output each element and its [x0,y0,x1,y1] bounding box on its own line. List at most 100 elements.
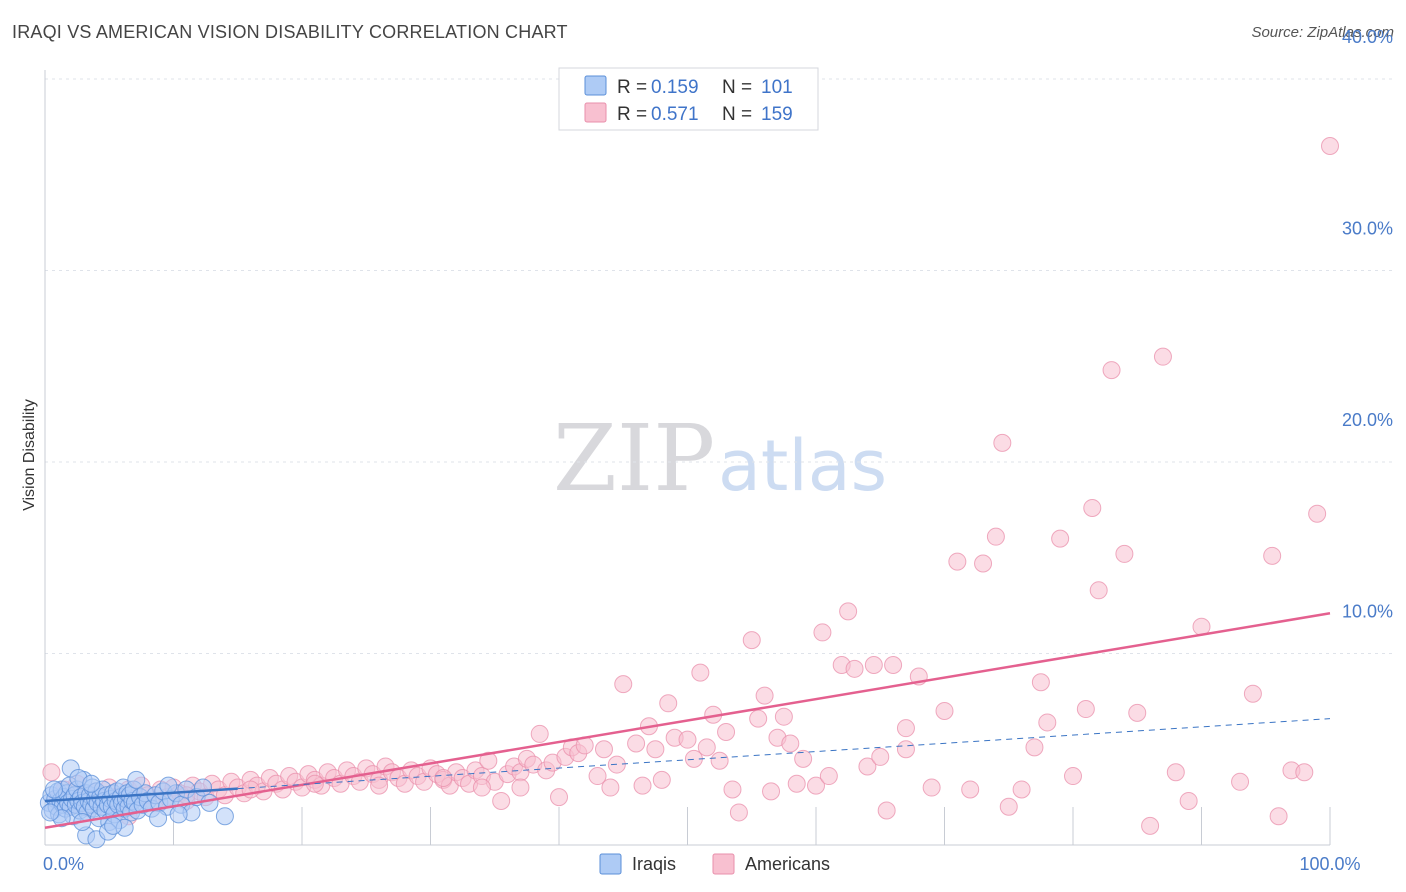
data-point-americans [755,686,774,705]
data-point-iraqis [127,770,146,789]
data-point-americans [723,780,742,799]
y-tick-label: 10.0% [1342,602,1393,622]
data-point-americans [492,791,511,810]
y-tick-label: 20.0% [1342,410,1393,430]
data-point-americans [1141,816,1160,835]
data-point-americans [1038,713,1057,732]
data-point-americans [1089,581,1108,600]
chart-title: IRAQI VS AMERICAN VISION DISABILITY CORR… [12,22,568,42]
data-point-americans [710,751,729,770]
data-point-americans [627,734,646,753]
legend-n-label: N = [722,104,752,125]
data-point-americans [691,663,710,682]
series-legend-label-iraqis: Iraqis [632,854,676,874]
data-point-americans [1295,763,1314,782]
data-point-iraqis [169,805,188,824]
data-point-americans [633,776,652,795]
legend-r-label: R = [617,104,647,125]
data-point-americans [1243,684,1262,703]
data-point-americans [774,707,793,726]
data-point-americans [1153,347,1172,366]
data-point-americans [472,778,491,797]
data-point-americans [1083,498,1102,517]
data-point-americans [1051,529,1070,548]
data-point-iraqis [104,816,123,835]
data-point-americans [807,776,825,795]
legend-n-label: N = [722,77,752,98]
data-point-americans [1128,703,1147,722]
series-legend-label-americans: Americans [745,854,830,874]
data-point-americans [896,740,915,759]
data-point-americans [678,730,697,749]
data-point-americans [1321,137,1339,156]
legend-swatch-americans [584,102,607,123]
data-point-iraqis [215,807,234,826]
trend-layer [44,612,1331,829]
stats-legend: R = 0.159 N = 101 R = 0.571 N = 159 [558,67,819,131]
data-point-americans [922,778,941,797]
legend-r-label: R = [617,77,647,98]
data-point-americans [819,767,838,786]
trendline-americans [44,612,1331,829]
data-point-americans [742,631,761,650]
data-point-iraqis [200,793,219,812]
data-point-americans [813,623,832,642]
legend-swatch-iraqis [584,75,607,96]
axis-layer: 10.0% 20.0% 30.0% 40.0% 0.0% 100.0% [43,27,1393,874]
data-point-americans [1102,361,1121,380]
data-point-americans [787,774,806,793]
data-point-americans [717,723,736,742]
legend-n-value: 159 [761,104,793,125]
data-point-americans [652,770,671,789]
data-point-americans [1263,546,1282,565]
data-point-americans [794,749,813,768]
data-point-americans [550,788,568,807]
data-point-americans [884,655,903,674]
data-point-americans [479,751,498,770]
data-point-iraqis [44,780,63,799]
watermark-atlas: atlas [718,425,887,507]
data-point-americans [864,655,883,674]
data-point-americans [986,527,1005,546]
data-point-americans [999,797,1018,816]
data-point-americans [1231,772,1250,791]
data-point-iraqis [194,778,213,797]
grid-layer [45,78,1392,654]
data-point-iraqis [149,809,168,828]
data-point-americans [659,694,678,713]
data-point-americans [1012,780,1031,799]
data-point-americans [858,757,877,776]
data-point-americans [1179,791,1198,810]
points-layer [39,137,1339,849]
y-axis-label: Vision Disability [21,399,38,511]
data-point-americans [511,778,530,797]
data-point-americans [594,740,613,759]
data-point-americans [993,433,1012,452]
data-point-americans [530,724,549,743]
data-point-americans [1025,738,1044,757]
trendline-iraqis-solid [44,787,238,803]
data-point-americans [762,782,781,801]
data-point-americans [877,801,896,820]
data-point-americans [948,552,967,571]
data-point-americans [749,709,768,728]
series-legend-swatch-iraqis [599,853,622,875]
data-point-americans [729,803,748,822]
data-point-americans [1308,504,1327,523]
x-tick-label: 0.0% [43,854,84,874]
data-point-americans [781,734,800,753]
x-tick-label: 100.0% [1299,854,1360,874]
data-point-americans [370,776,389,795]
data-point-americans [646,740,665,759]
data-point-americans [1115,544,1134,563]
legend-r-value: 0.159 [651,77,699,98]
series-legend: Iraqis Americans [599,853,830,875]
data-point-americans [1269,807,1288,826]
y-tick-label: 30.0% [1342,219,1393,239]
watermark: ZIP atlas [553,405,887,512]
data-point-americans [974,554,993,573]
data-point-americans [845,659,864,678]
data-point-americans [871,747,890,766]
data-point-americans [601,778,620,797]
watermark-zip: ZIP [553,405,715,512]
